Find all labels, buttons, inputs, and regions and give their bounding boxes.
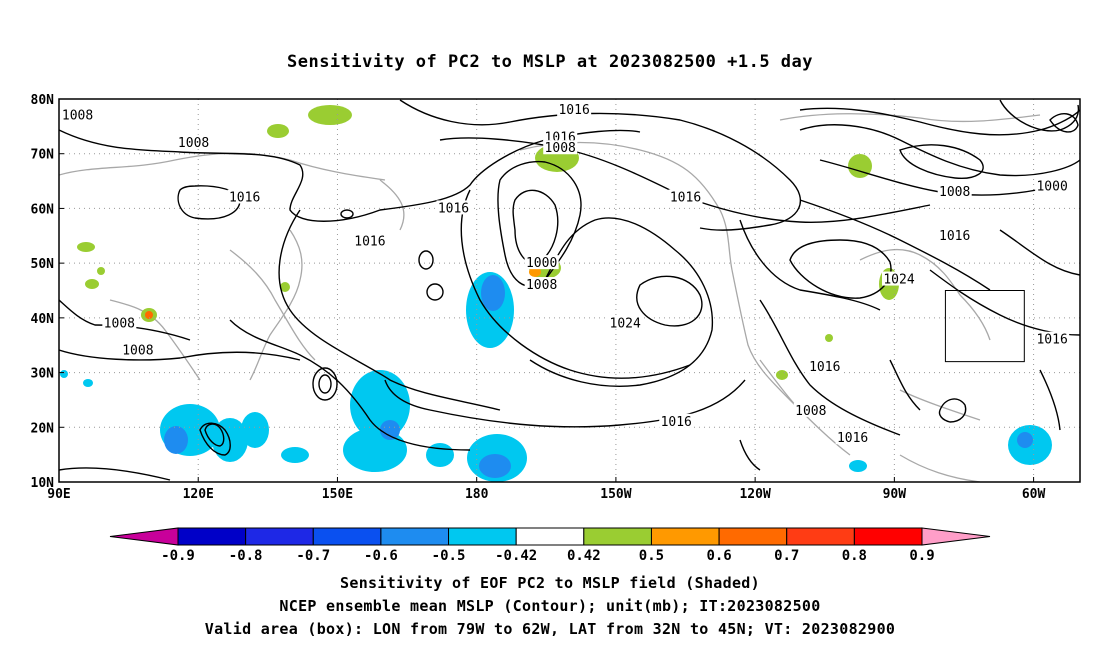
contour-label: 1008 [122, 344, 153, 359]
contour-label: 1008 [545, 141, 576, 156]
y-tick-label: 40N [31, 312, 55, 327]
contour-label: 1016 [661, 415, 692, 430]
y-tick-label: 20N [31, 421, 55, 436]
contour-label-bg [668, 189, 703, 204]
colorbar-segment [718, 527, 788, 546]
contour-label: 1000 [526, 256, 557, 271]
contour-label-bg [543, 129, 578, 144]
caption-line-2: NCEP ensemble mean MSLP (Contour); unit(… [279, 597, 821, 615]
colorbar-segment [109, 527, 179, 546]
contour-label: 1008 [104, 316, 135, 331]
contour-label-bg [524, 277, 559, 292]
colorbar-label: 0.6 [706, 548, 731, 564]
x-tick-label: 90E [47, 487, 70, 502]
contour-label-bg [176, 134, 211, 149]
colorbar-segment [921, 527, 991, 546]
contour-label: 1024 [883, 273, 914, 288]
contour-label: 1016 [670, 190, 701, 205]
x-tick-label: 120W [739, 487, 770, 502]
contour-label-bg [608, 315, 643, 330]
contour-label-bg [659, 413, 694, 428]
colorbar-segment [177, 527, 247, 546]
plot-area: 1008 1008 1016 1016 1016 1008 1016 1016 1016 1000… [31, 93, 1081, 502]
caption-line-1: Sensitivity of EOF PC2 to MSLP field (Sh… [340, 574, 760, 592]
colorbar-label: 0.5 [639, 548, 664, 564]
contour-label: 1016 [939, 229, 970, 244]
y-tick-label: 60N [31, 202, 55, 217]
contour-label-bg [882, 271, 917, 286]
colorbar-label: -0.9 [161, 548, 195, 564]
colorbar-segment [650, 527, 720, 546]
contour-label: 1024 [610, 316, 641, 331]
contour-label-bg [807, 359, 842, 374]
contour-label-bg [937, 227, 972, 242]
contour-label: 1008 [62, 108, 93, 123]
y-tick-label: 70N [31, 148, 55, 163]
contour-label-bg [227, 189, 262, 204]
colorbar-label: -0.6 [364, 548, 398, 564]
contour-label-bg [1035, 331, 1070, 346]
colorbar-segment [786, 527, 855, 546]
colorbar-segment [380, 527, 450, 546]
colorbar-segment [583, 527, 652, 546]
caption-line-3: Valid area (box): LON from 79W to 62W, L… [204, 620, 896, 638]
colorbar-segment [312, 527, 382, 546]
y-axis-ticks: 10N 20N 30N 40N 50N 60N 70N 80N [31, 93, 64, 491]
colorbar-segment [515, 527, 585, 546]
contour-label-bg [835, 430, 870, 445]
y-tick-label: 10N [31, 476, 55, 491]
contour-label-bg [557, 101, 592, 116]
y-tick-label: 30N [31, 367, 55, 382]
contour-label-bg [793, 402, 828, 417]
map-title: Sensitivity of PC2 to MSLP at 2023082500… [286, 52, 813, 72]
contour-label: 1008 [526, 278, 557, 293]
colorbar-segment [853, 527, 923, 546]
contour-label: 1016 [837, 431, 868, 446]
x-tick-label: 90W [883, 487, 907, 502]
valid-area-box [944, 290, 1025, 363]
contour-label: 1008 [939, 185, 970, 200]
contour-label-bg [1035, 178, 1070, 193]
contour-label: 1016 [354, 234, 385, 249]
contour-label-bg [524, 255, 559, 270]
x-tick-label: 120E [183, 487, 214, 502]
colorbar-label: 0.9 [909, 548, 934, 564]
x-axis-ticks: 90E 120E 150E 180 150W 120W 90W 60W [47, 477, 1046, 502]
contour-labels: 1008 1008 1016 1016 1016 1008 1016 1016 1016 1000… [60, 101, 1070, 446]
y-tick-label: 50N [31, 257, 55, 272]
contour-label-bg [352, 233, 387, 248]
contour-label: 1016 [809, 360, 840, 375]
contour-label-bg [436, 200, 471, 215]
y-tick-label: 80N [31, 93, 55, 108]
x-tick-label: 150W [600, 487, 631, 502]
colorbar-segment [245, 527, 314, 546]
colorbar-segment [448, 527, 517, 546]
contour-label: 1008 [795, 404, 826, 419]
contour-label: 1000 [1036, 180, 1067, 195]
colorbar-label: -0.7 [296, 548, 330, 564]
colorbar-label: -0.5 [432, 548, 466, 564]
colorbar-label: 0.7 [774, 548, 799, 564]
contour-label-bg [102, 315, 137, 330]
contour-label-bg [120, 342, 155, 357]
colorbar: -0.9 -0.8 -0.7 -0.6 -0.5 -0.42 0.42 0.5 0.6 0.7 0.… [109, 527, 991, 564]
contour-label: 1016 [558, 103, 589, 118]
x-tick-label: 180 [465, 487, 489, 502]
colorbar-label: -0.42 [495, 548, 537, 564]
contour-label: 1016 [1036, 333, 1067, 348]
colorbar-label: 0.8 [842, 548, 867, 564]
colorbar-label: 0.42 [567, 548, 601, 564]
plot-frame [58, 98, 1081, 483]
contour-label-bg [937, 184, 972, 199]
contour-label-bg [543, 140, 578, 155]
contour-label-bg [60, 107, 95, 122]
contour-label: 1016 [229, 190, 260, 205]
contour-label: 1016 [438, 201, 469, 216]
x-tick-label: 60W [1022, 487, 1046, 502]
colorbar-label: -0.8 [229, 548, 263, 564]
contour-label: 1008 [178, 136, 209, 151]
x-tick-label: 150E [322, 487, 353, 502]
